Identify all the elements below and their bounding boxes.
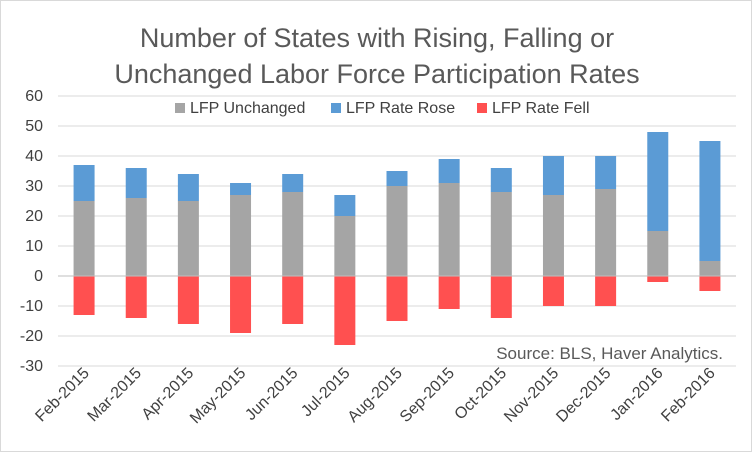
bar-lfp-rate-fell [230, 276, 252, 333]
x-tick-label: Dec-2015 [553, 365, 614, 426]
bar-lfp-unchanged [73, 201, 95, 276]
bar-lfp-rate-fell [490, 276, 512, 318]
bar-lfp-unchanged [177, 201, 199, 276]
bar-lfp-rate-rose [595, 156, 617, 189]
bar-lfp-rate-fell [438, 276, 460, 309]
bar-lfp-rate-fell [125, 276, 147, 318]
bar-lfp-unchanged [542, 195, 564, 276]
bar-lfp-unchanged [699, 261, 721, 276]
bar-lfp-rate-rose [282, 174, 304, 192]
y-tick-label: -30 [20, 358, 43, 375]
bar-lfp-unchanged [595, 189, 617, 276]
legend-label: LFP Unchanged [190, 100, 305, 117]
bar-lfp-unchanged [334, 216, 356, 276]
bar-lfp-rate-fell [177, 276, 199, 324]
bar-lfp-rate-fell [647, 276, 669, 282]
bar-lfp-rate-rose [334, 195, 356, 216]
bar-lfp-unchanged [125, 198, 147, 276]
y-tick-label: 30 [25, 178, 43, 195]
chart-title-line-1: Number of States with Rising, Falling or [140, 23, 614, 53]
bar-lfp-rate-rose [230, 183, 252, 195]
bar-lfp-rate-fell [386, 276, 408, 321]
legend-swatch [477, 103, 487, 113]
chart-title-line-2: Unchanged Labor Force Participation Rate… [114, 59, 639, 89]
y-tick-label: -10 [20, 298, 43, 315]
legend-swatch [175, 103, 185, 113]
legend-label: LFP Rate Rose [346, 100, 455, 117]
bar-lfp-unchanged [647, 231, 669, 276]
bar-lfp-rate-rose [386, 171, 408, 186]
x-tick-label: Feb-2016 [658, 365, 719, 426]
bar-lfp-unchanged [230, 195, 252, 276]
x-tick-label: Aug-2015 [345, 365, 406, 426]
legend-label: LFP Rate Fell [492, 100, 590, 117]
y-tick-label: 0 [34, 268, 43, 285]
y-tick-label: 50 [25, 118, 43, 135]
bar-lfp-unchanged [490, 192, 512, 276]
bar-lfp-rate-rose [647, 132, 669, 231]
bar-lfp-rate-rose [490, 168, 512, 192]
bar-lfp-rate-fell [334, 276, 356, 345]
bar-lfp-unchanged [386, 186, 408, 276]
bar-lfp-rate-rose [438, 159, 460, 183]
x-tick-label: Mar-2015 [85, 365, 146, 426]
source-annotation: Source: BLS, Haver Analytics. [496, 344, 723, 363]
bar-lfp-rate-rose [542, 156, 564, 195]
bar-lfp-rate-rose [125, 168, 147, 198]
bar-lfp-rate-fell [542, 276, 564, 306]
bar-lfp-rate-fell [699, 276, 721, 291]
y-tick-label: 20 [25, 208, 43, 225]
y-tick-label: 10 [25, 238, 43, 255]
x-tick-label: Jan-2016 [607, 365, 666, 424]
bar-lfp-rate-fell [282, 276, 304, 324]
bar-lfp-rate-rose [177, 174, 199, 201]
bar-lfp-rate-fell [73, 276, 95, 315]
x-tick-label: May-2015 [187, 365, 249, 427]
bar-lfp-rate-rose [73, 165, 95, 201]
x-tick-label: Jun-2015 [242, 365, 301, 424]
bar-lfp-unchanged [438, 183, 460, 276]
y-tick-label: -20 [20, 328, 43, 345]
x-tick-label: Nov-2015 [501, 365, 562, 426]
y-tick-label: 60 [25, 88, 43, 105]
bar-lfp-rate-fell [595, 276, 617, 306]
bar-lfp-rate-rose [699, 141, 721, 261]
bar-lfp-unchanged [282, 192, 304, 276]
bars [73, 132, 721, 345]
x-tick-label: Sep-2015 [397, 365, 458, 426]
y-tick-label: 40 [25, 148, 43, 165]
legend: LFP Unchanged LFP Rate Rose LFP Rate Fell [175, 100, 590, 117]
legend-swatch [331, 103, 341, 113]
